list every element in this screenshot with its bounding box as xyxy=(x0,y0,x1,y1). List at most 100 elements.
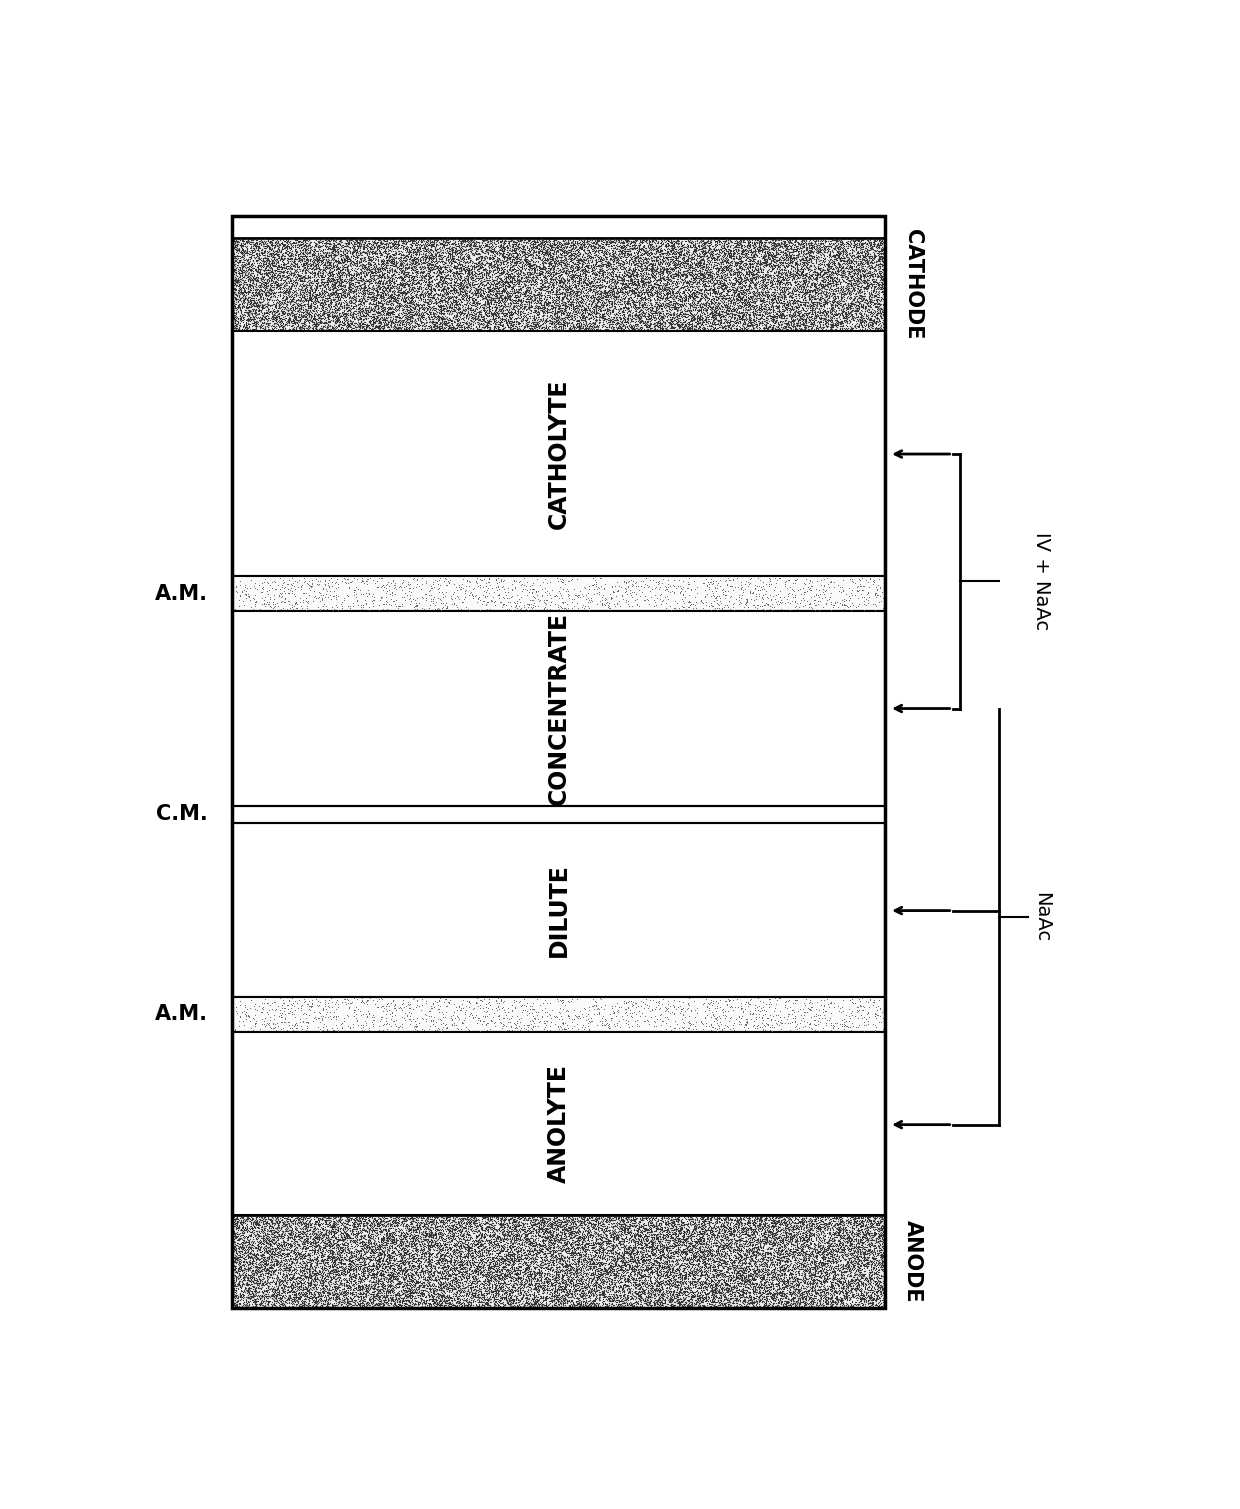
Point xyxy=(639,246,658,270)
Point xyxy=(459,1277,479,1301)
Point xyxy=(584,299,604,323)
Point xyxy=(329,308,348,332)
Point xyxy=(463,241,482,266)
Point xyxy=(356,1240,376,1265)
Point xyxy=(605,1216,625,1240)
Point xyxy=(546,232,565,257)
Point xyxy=(497,285,517,309)
Point xyxy=(711,1233,730,1257)
Point xyxy=(310,258,330,282)
Point xyxy=(300,1272,320,1296)
Point xyxy=(415,243,435,267)
Point xyxy=(281,1286,301,1310)
Point xyxy=(729,1228,749,1252)
Point xyxy=(471,312,491,337)
Point xyxy=(474,987,494,1011)
Point xyxy=(470,291,490,315)
Point xyxy=(365,1212,384,1236)
Point xyxy=(758,260,777,284)
Point xyxy=(463,238,482,263)
Point xyxy=(279,1212,299,1236)
Point xyxy=(868,296,888,320)
Point xyxy=(743,315,763,340)
Point xyxy=(233,284,253,308)
Point xyxy=(311,243,331,267)
Point xyxy=(693,1231,713,1255)
Point xyxy=(608,1292,627,1316)
Point xyxy=(339,246,358,270)
Point xyxy=(593,293,613,317)
Point xyxy=(320,1219,340,1243)
Point xyxy=(719,312,739,337)
Point xyxy=(382,308,402,332)
Point xyxy=(718,302,738,326)
Point xyxy=(233,1283,253,1307)
Point xyxy=(420,276,440,300)
Point xyxy=(717,1231,737,1255)
Point xyxy=(378,243,398,267)
Point xyxy=(512,1206,532,1230)
Point xyxy=(516,1292,536,1316)
Point xyxy=(575,1260,595,1284)
Point xyxy=(681,1222,701,1246)
Point xyxy=(479,272,498,296)
Point xyxy=(237,234,257,258)
Point xyxy=(770,1281,790,1305)
Point xyxy=(268,1245,288,1269)
Point xyxy=(464,290,484,314)
Point xyxy=(684,1283,704,1307)
Point xyxy=(502,229,522,254)
Point xyxy=(854,1230,874,1254)
Point xyxy=(241,246,260,270)
Point xyxy=(764,1221,784,1245)
Point xyxy=(763,1265,782,1289)
Point xyxy=(512,252,532,276)
Point xyxy=(477,1237,497,1262)
Point xyxy=(243,1283,263,1307)
Point xyxy=(520,296,539,320)
Point xyxy=(477,276,497,300)
Point xyxy=(291,244,311,269)
Point xyxy=(631,1233,651,1257)
Point xyxy=(475,238,495,263)
Point xyxy=(391,287,410,311)
Point xyxy=(697,1237,717,1262)
Point xyxy=(439,1225,459,1249)
Point xyxy=(753,311,773,335)
Point xyxy=(433,276,453,300)
Point xyxy=(314,244,334,269)
Point xyxy=(379,249,399,273)
Point xyxy=(854,247,874,272)
Point xyxy=(232,1249,252,1274)
Point xyxy=(735,1225,755,1249)
Point xyxy=(603,1287,622,1311)
Point xyxy=(227,1210,247,1234)
Point xyxy=(590,1213,610,1237)
Point xyxy=(709,311,729,335)
Point xyxy=(306,987,326,1011)
Point xyxy=(644,305,663,329)
Point xyxy=(807,1233,827,1257)
Point xyxy=(506,1219,526,1243)
Point xyxy=(693,291,713,315)
Point xyxy=(698,1286,718,1310)
Point xyxy=(614,257,634,281)
Point xyxy=(324,228,343,252)
Point xyxy=(570,1236,590,1260)
Point xyxy=(418,1262,438,1286)
Point xyxy=(397,1249,417,1274)
Point xyxy=(619,1206,639,1230)
Point xyxy=(673,1245,693,1269)
Point xyxy=(434,1284,454,1308)
Point xyxy=(667,1207,687,1231)
Point xyxy=(362,1239,382,1263)
Point xyxy=(833,1239,853,1263)
Point xyxy=(250,1240,270,1265)
Point xyxy=(423,302,443,326)
Point xyxy=(320,261,340,285)
Point xyxy=(743,1225,763,1249)
Point xyxy=(711,305,730,329)
Point xyxy=(227,314,247,338)
Point xyxy=(458,1246,477,1271)
Point xyxy=(356,300,376,324)
